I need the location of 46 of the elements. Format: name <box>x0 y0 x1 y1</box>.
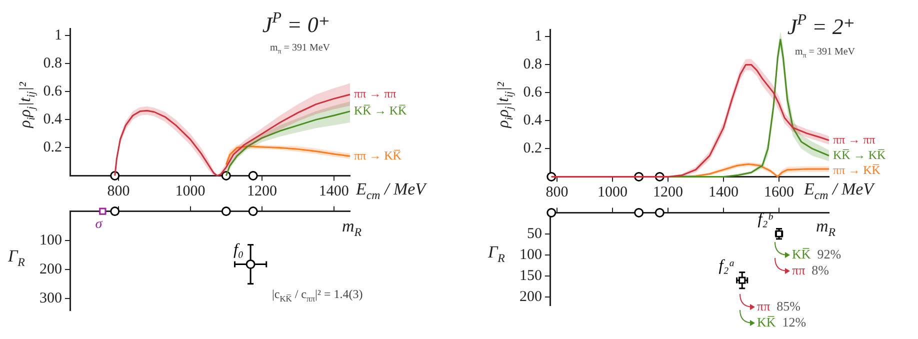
point <box>654 208 664 218</box>
series-label: ππ → KK̅ <box>833 162 881 177</box>
x-tick-label: 1200 <box>247 184 278 200</box>
y-tick-label: 0.4 <box>43 112 62 128</box>
annotation: KK̅ 92% <box>792 246 842 262</box>
y-tick-label: 150 <box>520 268 542 284</box>
x-tick-label: 1000 <box>597 184 628 201</box>
y-tick-label: 50 <box>527 226 542 242</box>
y-tick-label: 0.8 <box>43 56 62 72</box>
x-tick-label: 1400 <box>708 184 739 201</box>
series-label: f₂ᵇ <box>758 211 774 228</box>
y-tick-label: 200 <box>40 261 62 278</box>
y-tick-label: 100 <box>520 246 542 263</box>
series-label: KK̅ → KK̅ <box>833 148 886 162</box>
series-label: ππ → ππ <box>354 86 396 101</box>
x-tick-label: 800 <box>107 184 130 200</box>
annotation: ππ 85% <box>757 298 801 314</box>
series-label: ππ → KK̅ <box>354 148 402 162</box>
x-tick-label: 1200 <box>652 184 683 201</box>
y-axis-title: ρiρj|tij|² <box>495 80 516 129</box>
series-label: KK̅ → KK̅ <box>354 103 407 118</box>
y-tick-label: 200 <box>520 289 542 306</box>
x-tick-label: 1600 <box>764 184 794 201</box>
series-label: σ <box>95 216 104 232</box>
y-axis-title: ρiρj|tij|² <box>17 80 38 129</box>
y-tick-label: 0.4 <box>523 112 542 129</box>
y-tick-label: 100 <box>40 232 62 248</box>
y-tick-label: 0.2 <box>523 140 542 157</box>
y-tick-label: 1 <box>54 28 62 44</box>
y-tick-label: 0.6 <box>523 84 542 101</box>
x-tick-label: 1000 <box>175 184 206 200</box>
point <box>738 276 746 284</box>
point <box>546 208 556 218</box>
x-tick-label: 1400 <box>318 184 349 200</box>
y-tick-label: 1 <box>534 28 542 45</box>
series-label: f₀ <box>234 241 244 258</box>
y-tick-label: 0.6 <box>43 84 62 100</box>
series-label: ππ → ππ <box>833 132 876 146</box>
point <box>634 208 644 218</box>
y-tick-label: 300 <box>40 290 62 307</box>
text: KK̅ 12% <box>757 314 806 330</box>
y-tick-label: 0.2 <box>43 140 62 156</box>
series-label: f₂ᵃ <box>718 258 736 275</box>
y-tick-label: 0.8 <box>523 56 542 73</box>
x-tick-label: 800 <box>546 184 568 201</box>
annotation: ππ 8% <box>792 262 830 278</box>
